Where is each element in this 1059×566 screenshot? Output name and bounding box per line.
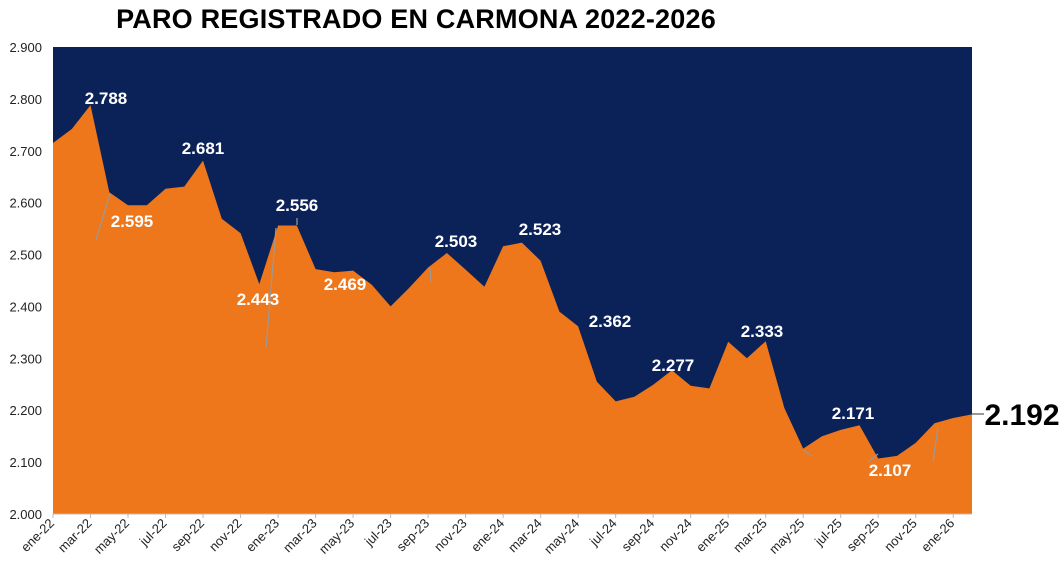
y-tick-label: 2.000 bbox=[9, 507, 42, 522]
y-tick-label: 2.600 bbox=[9, 196, 42, 211]
x-tick-label: mar-23 bbox=[280, 516, 320, 556]
x-tick-label: may-25 bbox=[766, 516, 807, 557]
leader-line bbox=[95, 193, 111, 241]
x-tick-label: nov-22 bbox=[206, 516, 245, 555]
x-tick-label: mar-25 bbox=[730, 516, 770, 556]
x-tick-label: sep-25 bbox=[844, 516, 883, 555]
x-tick-label: jul-24 bbox=[586, 516, 620, 550]
y-tick-label: 2.100 bbox=[9, 455, 42, 470]
x-tick-label: may-22 bbox=[91, 516, 132, 557]
x-tick-label: nov-24 bbox=[656, 516, 695, 555]
x-tick-label: jul-22 bbox=[136, 516, 170, 550]
y-tick-label: 2.300 bbox=[9, 351, 42, 366]
chart-title: PARO REGISTRADO EN CARMONA 2022-2026 bbox=[116, 4, 716, 34]
x-tick-label: ene-23 bbox=[243, 516, 282, 555]
y-tick-label: 2.200 bbox=[9, 403, 42, 418]
data-label-oct-24: 2.277 bbox=[652, 356, 695, 375]
y-tick-label: 2.400 bbox=[9, 299, 42, 314]
data-label-oct-23: 2.503 bbox=[435, 232, 478, 251]
x-tick-label: sep-22 bbox=[168, 516, 207, 555]
x-tick-label: ene-26 bbox=[918, 516, 957, 555]
leader-line bbox=[429, 267, 432, 283]
x-tick-label: ene-24 bbox=[468, 516, 507, 555]
y-tick-label: 2.700 bbox=[9, 144, 42, 159]
data-label-may-22: 2.595 bbox=[111, 212, 154, 231]
data-label-ago-25: 2.171 bbox=[832, 404, 875, 423]
x-tick-label: jul-23 bbox=[361, 516, 395, 550]
x-tick-label: sep-23 bbox=[394, 516, 433, 555]
y-tick-label: 2.500 bbox=[9, 248, 42, 263]
leader-line bbox=[802, 449, 813, 457]
x-tick-label: ene-25 bbox=[693, 516, 732, 555]
data-label-sep-22: 2.681 bbox=[182, 139, 225, 158]
data-label-sep-25: 2.107 bbox=[869, 461, 912, 480]
x-tick-label: jul-25 bbox=[811, 516, 845, 550]
data-label-mar-25: 2.333 bbox=[741, 322, 784, 341]
data-label-feb-26: 2.192 bbox=[984, 399, 1059, 432]
area-series bbox=[53, 105, 972, 514]
leader-line bbox=[265, 227, 277, 349]
data-label-mar-22: 2.788 bbox=[85, 89, 128, 108]
data-label-may-24: 2.362 bbox=[589, 312, 632, 331]
y-tick-label: 2.900 bbox=[9, 40, 42, 55]
leader-line bbox=[867, 453, 879, 463]
x-tick-label: nov-25 bbox=[881, 516, 920, 555]
x-tick-label: may-24 bbox=[541, 516, 582, 557]
x-tick-label: may-23 bbox=[316, 516, 357, 557]
x-tick-label: sep-24 bbox=[619, 516, 658, 555]
data-label-dic-22: 2.443 bbox=[237, 290, 280, 309]
y-tick-label: 2.800 bbox=[9, 92, 42, 107]
leader-line bbox=[932, 426, 939, 463]
x-tick-label: nov-23 bbox=[431, 516, 470, 555]
data-label-may-23: 2.469 bbox=[324, 275, 367, 294]
data-label-feb-24: 2.523 bbox=[519, 220, 562, 239]
data-label-ene-23: 2.556 bbox=[276, 196, 319, 215]
x-tick-label: mar-22 bbox=[55, 516, 95, 556]
x-tick-label: mar-24 bbox=[505, 516, 545, 556]
